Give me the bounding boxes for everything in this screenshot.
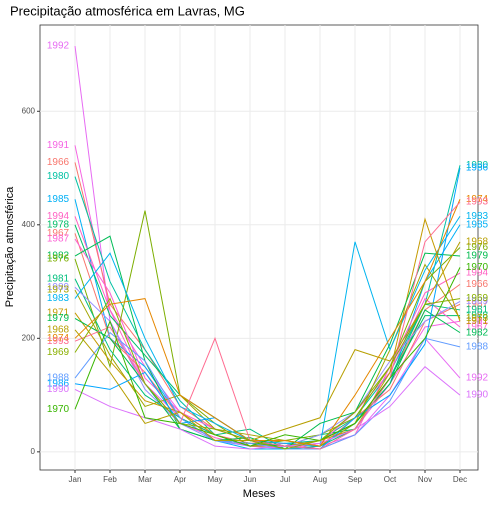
series-label: 1979 (466, 251, 489, 262)
series-label: 1991 (466, 316, 489, 327)
x-axis-label: Meses (243, 488, 276, 500)
series-label: 1989 (466, 296, 489, 307)
series-label: 1987 (47, 234, 70, 245)
series-line (74, 297, 461, 450)
x-tick-label: Nov (418, 475, 432, 484)
series-line (74, 241, 461, 441)
series-line (74, 216, 461, 447)
series-label: 1971 (466, 316, 489, 327)
series-label: 1966 (466, 279, 489, 290)
series-label: 1992 (47, 41, 70, 52)
y-tick-label: 600 (22, 106, 36, 115)
series-label: 1986 (47, 378, 70, 389)
series-label: 1971 (47, 307, 70, 318)
series-label: 1979 (47, 313, 70, 324)
series-label: 1993 (47, 336, 70, 347)
series-line (74, 267, 461, 447)
series-label: 1986 (466, 163, 489, 174)
series-line (74, 366, 461, 450)
series-label: 1981 (47, 273, 70, 284)
series-label: 1982 (466, 327, 489, 338)
series-label: 1974 (47, 333, 70, 344)
x-tick-label: Aug (313, 475, 327, 484)
x-tick-label: May (207, 475, 222, 484)
series-label: 1994 (47, 211, 70, 222)
series-line (74, 278, 461, 450)
x-tick-label: Sep (348, 475, 363, 484)
x-tick-label: Apr (174, 475, 187, 484)
x-tick-label: Mar (138, 475, 152, 484)
x-tick-label: Dec (453, 475, 467, 484)
series-label: 1970 (466, 262, 489, 273)
series-label: 1987 (466, 322, 489, 333)
series-label: 1991 (47, 140, 70, 151)
chart-title: Precipitação atmosférica em Lavras, MG (10, 3, 245, 18)
y-tick-label: 200 (22, 333, 36, 342)
series-label: 1980 (47, 171, 70, 182)
series-label: 1978 (47, 219, 70, 230)
y-axis-label: Precipitação atmosférica (4, 186, 16, 307)
series-label: 1994 (466, 268, 489, 279)
series-label: 1985 (47, 194, 70, 205)
series-line (74, 331, 461, 450)
series-label: 1992 (466, 373, 489, 384)
x-tick-label: Oct (384, 475, 397, 484)
x-tick-label: Feb (103, 475, 117, 484)
series-label: 1976 (47, 253, 70, 264)
series-label: 1988 (466, 341, 489, 352)
series-label: 1967 (466, 299, 489, 310)
x-tick-label: Jul (280, 475, 290, 484)
x-tick-label: Jan (69, 475, 82, 484)
series-label: 1983 (466, 211, 489, 222)
series-label: 1985 (466, 219, 489, 230)
series-label: 1966 (47, 157, 70, 168)
series-label: 1982 (47, 251, 70, 262)
series-label: 1968 (466, 236, 489, 247)
series-label: 1968 (47, 324, 70, 335)
series-label: 1990 (47, 384, 70, 395)
x-tick-label: Jun (244, 475, 257, 484)
series-label: 1967 (47, 228, 70, 239)
series-label: 1989 (47, 282, 70, 293)
series-label: 1970 (47, 404, 70, 415)
series-label: 1993 (466, 197, 489, 208)
series-label: 1983 (47, 293, 70, 304)
series-label: 1980 (466, 160, 489, 171)
series-label: 1978 (466, 310, 489, 321)
series-label: 1990 (466, 390, 489, 401)
series-label: 1988 (47, 373, 70, 384)
series-label: 1969 (466, 293, 489, 304)
series-label: 1974 (466, 194, 489, 205)
y-tick-label: 0 (31, 447, 36, 456)
y-tick-label: 400 (22, 220, 36, 229)
panel (39, 24, 479, 471)
series-label: 1981 (466, 305, 489, 316)
series-label: 1976 (466, 242, 489, 253)
series-label: 1973 (466, 313, 489, 324)
series-label: 1973 (47, 285, 70, 296)
series-label: 1969 (47, 347, 70, 358)
